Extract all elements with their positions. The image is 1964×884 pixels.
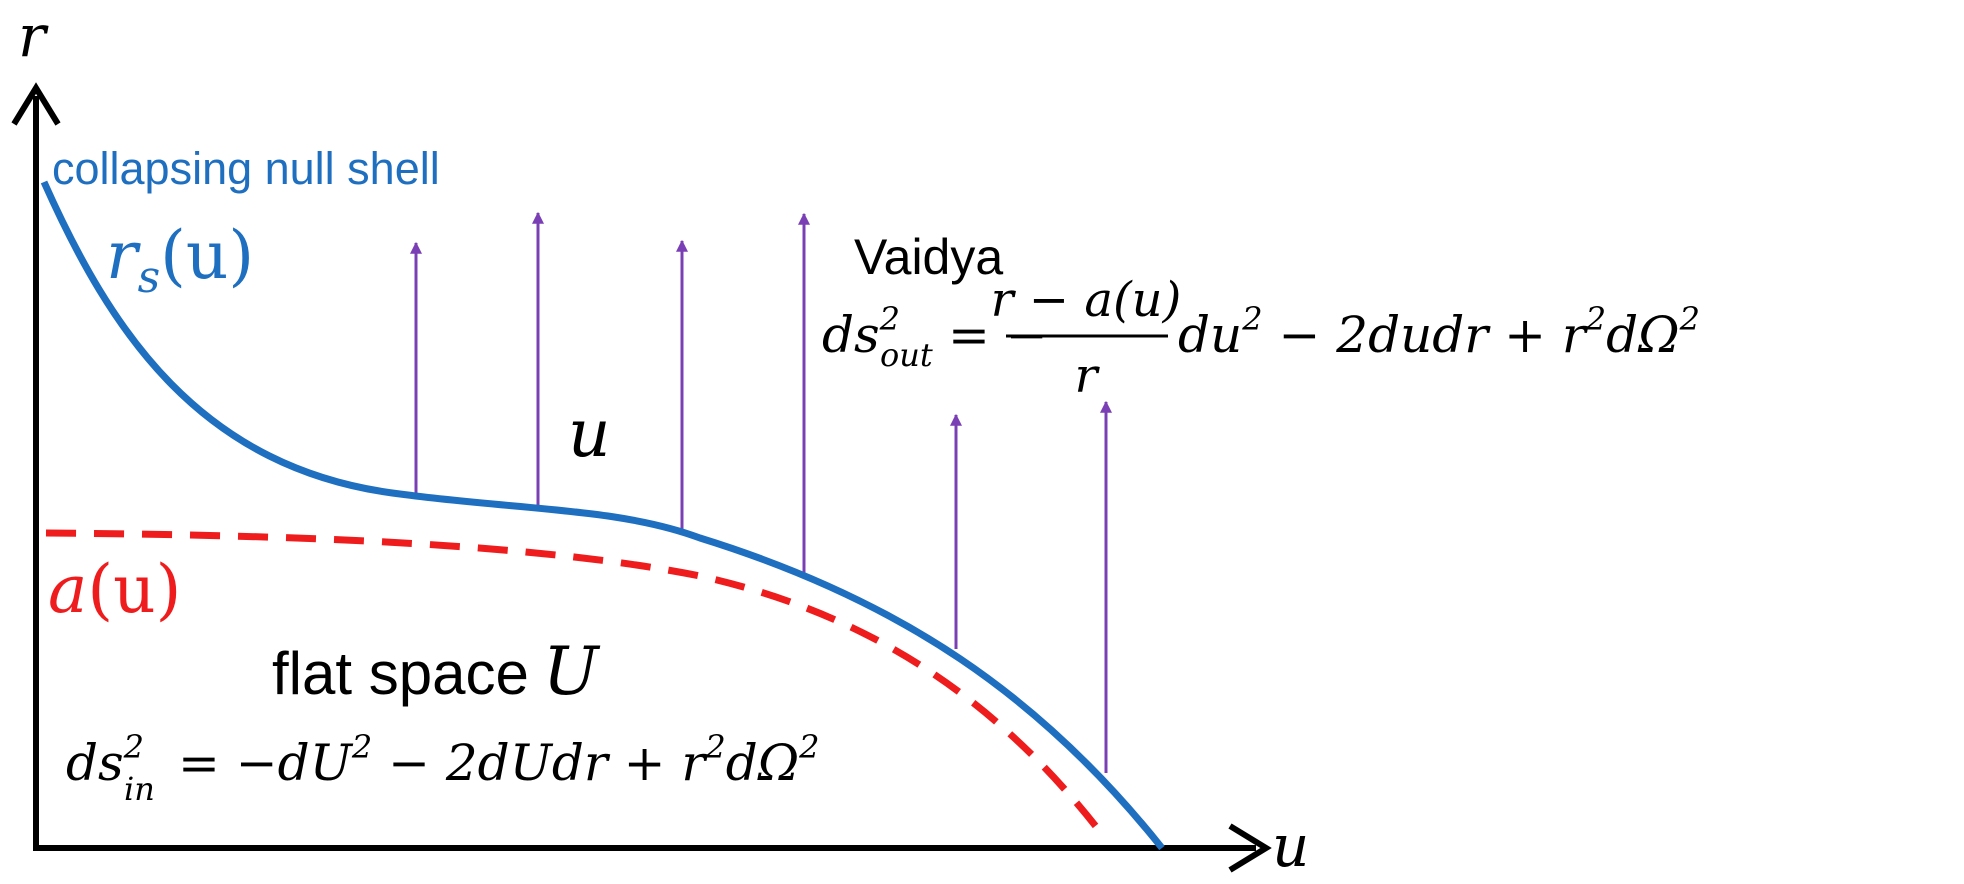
- flat-space-title: flat space U: [272, 633, 601, 710]
- vaidya-metric-denominator: r: [1075, 348, 1101, 404]
- flat-metric-rhs: = −dU2 − 2dUdr + r2dΩ2: [178, 728, 820, 792]
- vaidya-metric-numerator: r − a(u): [991, 272, 1182, 328]
- vaidya-metric-lhs: ds2: [822, 300, 900, 364]
- axes: r u: [11, 2, 1309, 880]
- null-shell-curve: [40, 180, 1165, 851]
- flat-space-metric: ds2 in = −dU2 − 2dUdr + r2dΩ2: [66, 728, 820, 808]
- y-axis-label: r: [18, 2, 49, 70]
- vaidya-metric-rhs: du2 − 2dudr + r2dΩ2: [1178, 300, 1700, 364]
- y-axis-arrowhead: [11, 82, 61, 126]
- outgoing-ray-label: u: [568, 395, 611, 472]
- x-axis-arrowhead: [1228, 823, 1272, 873]
- outgoing-rays: [410, 211, 1112, 773]
- null-shell-label: rs(u): [106, 217, 254, 303]
- vaidya-metric-sub: out: [880, 336, 933, 374]
- apparent-horizon-curve: [45, 529, 1108, 841]
- vaidya-title: Vaidya: [854, 229, 1003, 285]
- null-shell-caption: collapsing null shell: [52, 143, 440, 194]
- flat-metric-sub: in: [124, 770, 155, 808]
- x-axis-label: u: [1272, 812, 1309, 880]
- apparent-horizon-label: a(u): [48, 551, 181, 628]
- flat-metric-lhs: ds2: [66, 728, 144, 792]
- vaidya-metric: ds2 out = − r − a(u) r du2 − 2dudr + r2d…: [822, 272, 1700, 404]
